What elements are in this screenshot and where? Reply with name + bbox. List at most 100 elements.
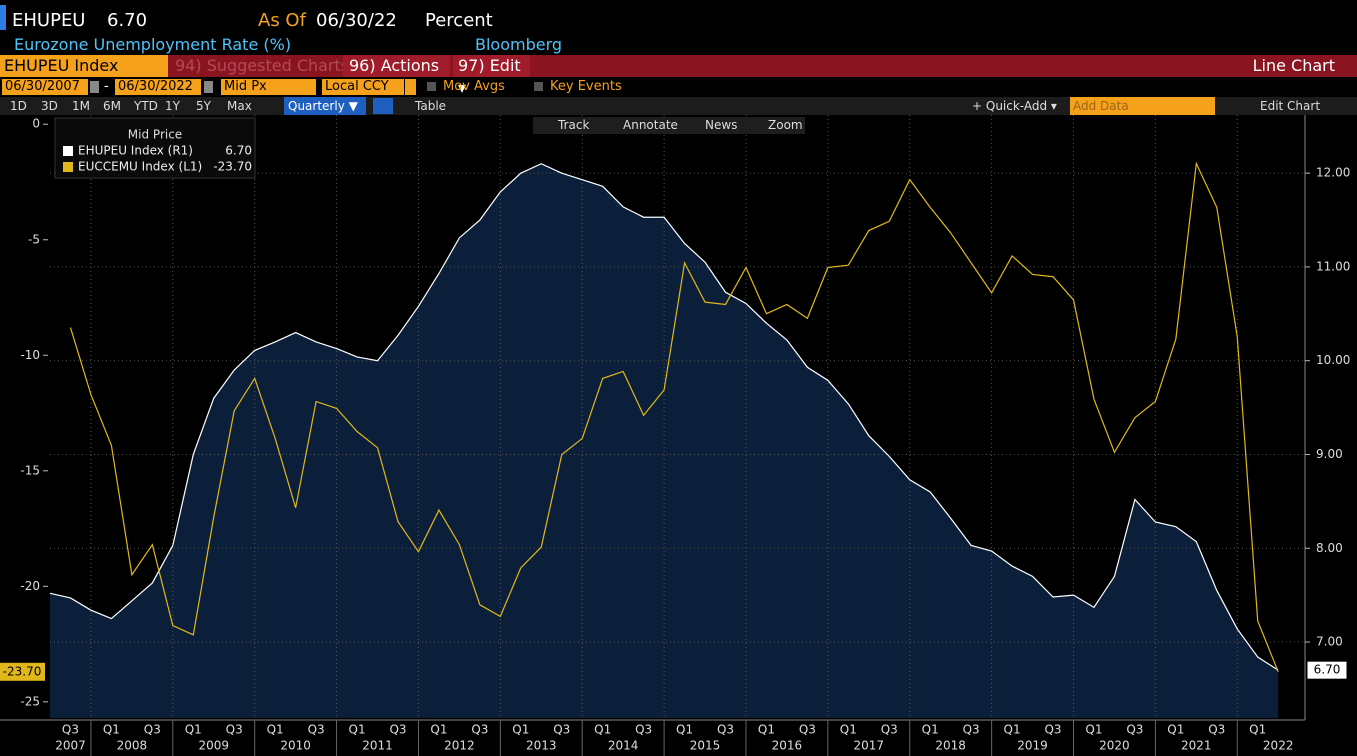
description: Eurozone Unemployment Rate (%) <box>14 35 292 54</box>
tool-track[interactable]: Track <box>558 118 590 132</box>
x-tick-label: Q1 <box>349 723 366 737</box>
year-label: 2017 <box>854 739 885 753</box>
x-tick-label: Q1 <box>676 723 693 737</box>
y-tick-label: -5 <box>28 232 40 246</box>
key-events-checkbox[interactable] <box>534 82 543 91</box>
legend-label: EUCCEMU Index (L1) <box>78 160 202 174</box>
last-price: 6.70 <box>107 10 148 31</box>
tool-annotate[interactable]: Annotate <box>623 118 678 132</box>
x-tick-label: Q3 <box>553 723 570 737</box>
legend: Mid Price EHUPEU Index (R1) 6.70 EUCCEMU In… <box>54 117 256 179</box>
x-tick-label: Q3 <box>799 723 816 737</box>
x-tick-label: Q1 <box>1249 723 1266 737</box>
x-tick-label: Q1 <box>512 723 529 737</box>
range-button[interactable]: Max <box>227 99 252 113</box>
title-marker <box>0 5 6 30</box>
x-tick-label: Q3 <box>308 723 325 737</box>
range-button[interactable]: YTD <box>134 99 158 113</box>
line <box>49 163 1279 671</box>
line <box>69 161 1279 673</box>
currency-dropdown[interactable] <box>405 79 416 95</box>
y-tick-label: -15 <box>20 463 40 477</box>
year-label: 2007 <box>55 739 86 753</box>
date-dash: - <box>104 79 109 94</box>
year-label: 2019 <box>1017 739 1048 753</box>
add-data-input[interactable]: Add Data <box>1070 97 1215 115</box>
mov-avgs[interactable]: Mov Avgs <box>443 79 505 94</box>
security-field[interactable]: EHUPEU Index <box>0 55 168 77</box>
legend-value: -23.70 <box>213 160 252 174</box>
y-tick-label: -25 <box>20 694 40 708</box>
year-label: 2009 <box>198 739 229 753</box>
year-label: 2018 <box>935 739 966 753</box>
last-value-tag <box>0 662 45 681</box>
x-tick-label: Q3 <box>1126 723 1143 737</box>
y2-tick-label: 7.00 <box>1316 635 1343 649</box>
year-label: 2022 <box>1263 739 1294 753</box>
x-tick-label: Q3 <box>389 723 406 737</box>
frequency-select[interactable]: Quarterly ▼ <box>284 97 366 115</box>
legend-label: EHUPEU Index (R1) <box>78 144 193 158</box>
last-value-tag <box>1306 660 1348 680</box>
area <box>50 163 1279 719</box>
range-button[interactable]: 3D <box>41 99 58 113</box>
x-tick-label: Q3 <box>62 723 79 737</box>
end-date[interactable]: 06/30/2022 <box>115 79 201 95</box>
calendar-icon[interactable] <box>90 81 99 93</box>
last-value-label: -23.70 <box>3 664 42 678</box>
year-label: 2010 <box>280 739 311 753</box>
currency-select[interactable]: Local CCY <box>322 79 404 95</box>
x-tick-label: Q1 <box>103 723 120 737</box>
source: Bloomberg <box>475 35 563 54</box>
x-tick-label: Q1 <box>594 723 611 737</box>
range-button[interactable]: 6M <box>103 99 121 113</box>
edit-chart[interactable]: Edit Chart <box>1260 99 1321 113</box>
year-label: 2016 <box>772 739 803 753</box>
range-button[interactable]: 1Y <box>165 99 180 113</box>
table-button[interactable]: Table <box>415 99 447 113</box>
y-tick-label: 0 <box>32 117 40 131</box>
x-tick-label: Q3 <box>471 723 488 737</box>
start-date[interactable]: 06/30/2007 <box>2 79 88 95</box>
y2-tick-label: 12.00 <box>1316 166 1350 180</box>
x-tick-label: Q1 <box>1004 723 1021 737</box>
units: Percent <box>425 10 493 31</box>
x-tick-label: Q1 <box>185 723 202 737</box>
suggested-charts[interactable]: 94) Suggested Charts <box>175 56 350 75</box>
legend-swatch <box>63 162 73 172</box>
y2-tick-label: 11.00 <box>1316 259 1350 273</box>
legend-swatch <box>63 146 73 156</box>
as-of-label: As Of <box>258 10 306 31</box>
field-select[interactable]: Mid Px <box>221 79 316 95</box>
key-events[interactable]: Key Events <box>550 79 622 94</box>
x-tick-label: Q3 <box>1208 723 1225 737</box>
legend-title: Mid Price <box>128 128 182 142</box>
chart-style-button[interactable] <box>373 98 393 114</box>
quick-add[interactable]: + Quick-Add ▾ <box>972 99 1057 113</box>
range-button[interactable]: 5Y <box>196 99 211 113</box>
as-of-date: 06/30/22 <box>316 10 397 31</box>
y-tick-label: -10 <box>20 348 40 362</box>
tool-news[interactable]: News <box>705 118 738 132</box>
x-tick-label: Q1 <box>430 723 447 737</box>
x-tick-label: Q1 <box>758 723 775 737</box>
range-button[interactable]: 1D <box>10 99 27 113</box>
x-tick-label: Q1 <box>922 723 939 737</box>
chart-view[interactable]: Line Chart <box>1252 56 1335 75</box>
calendar-icon[interactable] <box>204 81 213 93</box>
toolbar <box>0 55 1357 77</box>
actions-menu[interactable]: 96) Actions ▾ <box>343 55 450 97</box>
edit-menu[interactable]: 97) Edit ▾ <box>453 55 530 97</box>
x-tick-label: Q1 <box>1167 723 1184 737</box>
x-tick-label: Q3 <box>1044 723 1061 737</box>
year-label: 2012 <box>444 739 475 753</box>
tool-zoom[interactable]: Zoom <box>768 118 803 132</box>
mov-avgs-checkbox[interactable] <box>427 82 436 91</box>
legend-box <box>54 117 256 179</box>
last-value-label: 6.70 <box>1314 663 1341 677</box>
year-label: 2014 <box>608 739 639 753</box>
x-tick-label: Q3 <box>635 723 652 737</box>
range-button[interactable]: 1M <box>72 99 90 113</box>
